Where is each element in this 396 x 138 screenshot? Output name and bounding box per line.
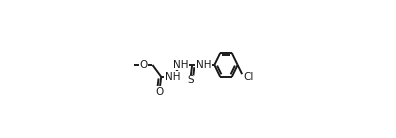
Text: Cl: Cl bbox=[244, 72, 254, 82]
Text: O: O bbox=[139, 60, 148, 70]
Text: S: S bbox=[187, 75, 194, 85]
Text: O: O bbox=[155, 87, 164, 97]
Text: NH: NH bbox=[173, 60, 189, 70]
Text: NH: NH bbox=[196, 60, 211, 70]
Text: NH: NH bbox=[165, 72, 180, 82]
